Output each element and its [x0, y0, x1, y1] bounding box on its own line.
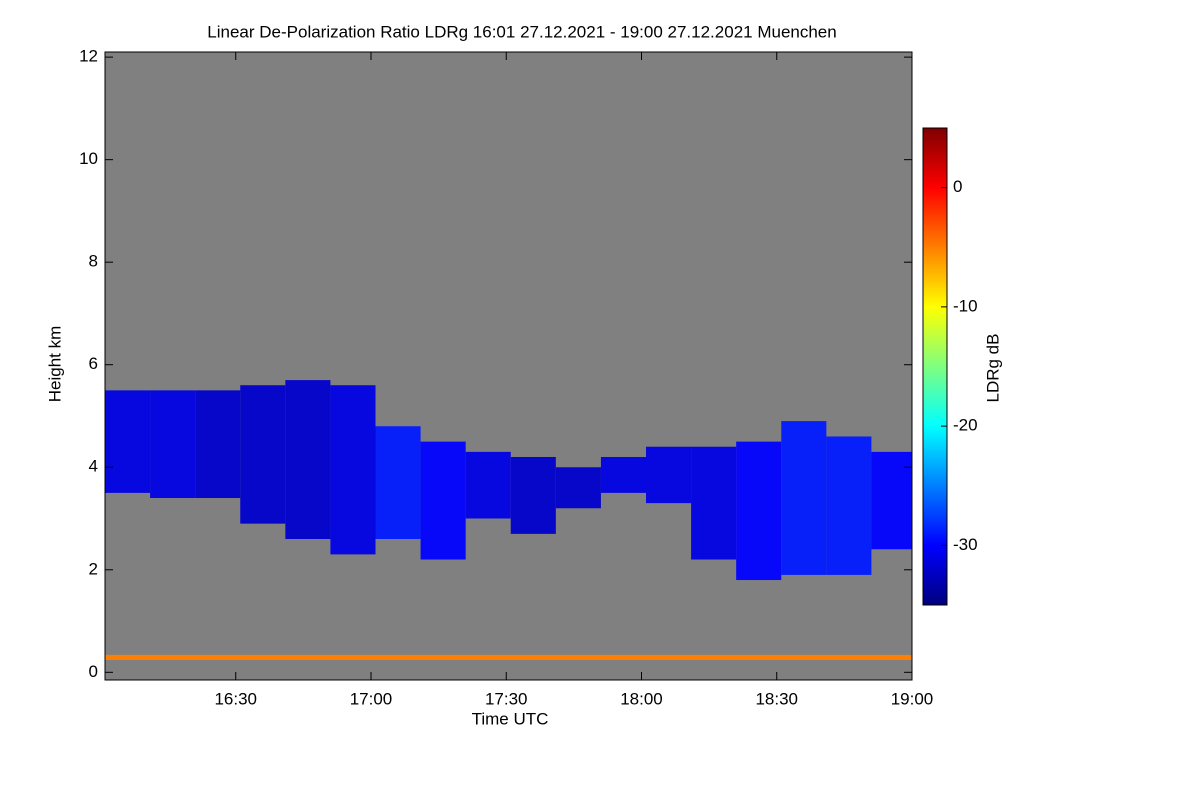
- cloud-cell: [826, 436, 872, 575]
- cloud-cell: [375, 426, 421, 540]
- cloud-cell: [871, 451, 912, 550]
- y-tick-label: 6: [89, 354, 98, 373]
- chart-title: Linear De-Polarization Ratio LDRg 16:01 …: [207, 22, 836, 41]
- colorbar-label: LDRg dB: [983, 334, 1002, 403]
- colorbar-tick-label: -30: [953, 535, 978, 554]
- x-tick-label: 18:00: [620, 689, 663, 708]
- cloud-cell: [195, 390, 241, 499]
- cloud-cell: [691, 446, 737, 560]
- y-tick-label: 12: [79, 47, 98, 66]
- clutter-layer: [105, 654, 912, 661]
- colorbar: [922, 127, 948, 606]
- y-tick-label: 0: [89, 662, 98, 681]
- x-axis-label: Time UTC: [472, 709, 549, 728]
- colorbar-tick-label: -10: [953, 296, 978, 315]
- colorbar-tick-label: 0: [953, 177, 962, 196]
- y-axis-label: Height km: [45, 326, 64, 403]
- colorbar-tick-label: -20: [953, 416, 978, 435]
- y-tick-label: 2: [89, 559, 98, 578]
- cloud-cell: [285, 380, 331, 540]
- x-tick-label: 17:00: [350, 689, 393, 708]
- cloud-cell: [465, 451, 511, 519]
- cloud-cell: [600, 456, 647, 493]
- x-tick-label: 18:30: [755, 689, 798, 708]
- plot-background: [105, 52, 912, 680]
- cloud-cell: [330, 385, 376, 555]
- plot-frame: [104, 51, 913, 681]
- cloud-cell: [736, 441, 782, 581]
- x-tick-label: 17:30: [485, 689, 528, 708]
- cloud-cell: [646, 446, 692, 504]
- cloud-cell: [420, 441, 466, 560]
- cloud-cell: [781, 421, 827, 575]
- cloud-cell: [150, 390, 196, 499]
- y-tick-label: 4: [89, 457, 98, 476]
- cloud-cell: [555, 467, 601, 509]
- cloud-cell: [240, 385, 286, 524]
- y-tick-label: 10: [79, 149, 98, 168]
- x-tick-label: 19:00: [891, 689, 934, 708]
- x-tick-label: 16:30: [214, 689, 257, 708]
- cloud-cell: [105, 390, 151, 493]
- cloud-cell: [510, 456, 556, 534]
- y-tick-label: 8: [89, 252, 98, 271]
